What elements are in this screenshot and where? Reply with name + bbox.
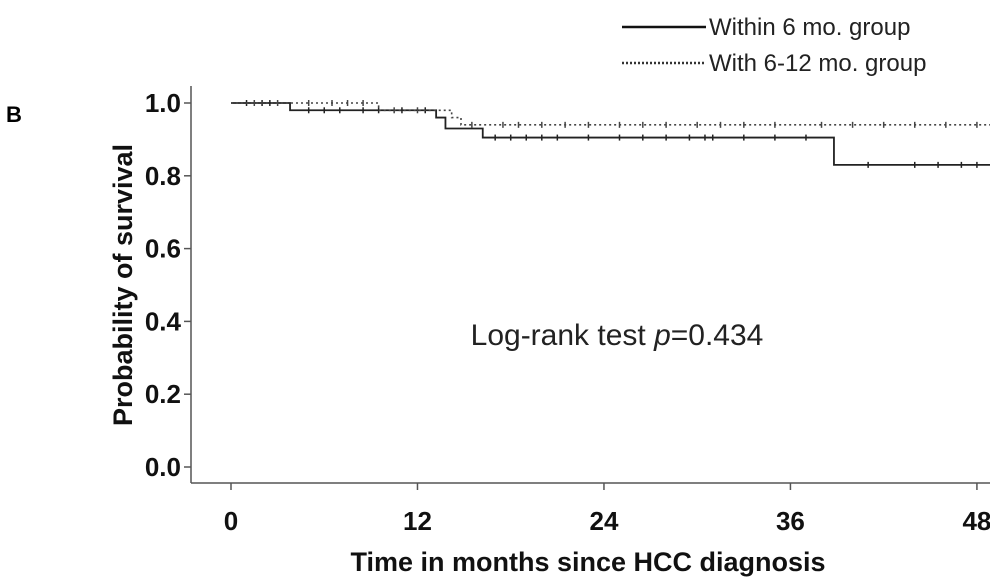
legend: Within 6 mo. group With 6-12 mo. group: [622, 14, 926, 77]
x-axis-title: Time in months since HCC diagnosis: [350, 547, 825, 577]
x-tick-label: 24: [589, 506, 618, 536]
x-tick-label: 0: [224, 506, 238, 536]
y-tick-label: 0.8: [145, 161, 181, 191]
annotation-p: p: [653, 319, 671, 352]
survival-curve: [231, 102, 990, 126]
annotation-suffix: =0.434: [671, 319, 764, 352]
x-tick-label: 48: [962, 506, 990, 536]
x-ticks: 0 12 24 36 48: [224, 483, 990, 536]
y-tick-label: 0.2: [145, 379, 181, 409]
y-tick-label: 0.6: [145, 234, 181, 264]
series-layer: [231, 100, 990, 168]
y-tick-label: 0.0: [145, 452, 181, 482]
log-rank-annotation: Log-rank test p=0.434: [471, 319, 764, 352]
y-ticks: 0.0 0.2 0.4 0.6 0.8 1.0: [145, 88, 191, 482]
y-axis-title: Probability of survival: [108, 144, 138, 426]
x-tick-label: 36: [776, 506, 805, 536]
panel-label: B: [6, 102, 22, 127]
annotation-prefix: Log-rank test: [471, 319, 654, 352]
series-with-6-12: [231, 100, 990, 128]
legend-label-within-6: Within 6 mo. group: [709, 14, 910, 41]
legend-label-6-12: With 6-12 mo. group: [709, 50, 926, 77]
survival-curve: [231, 102, 990, 166]
y-tick-label: 1.0: [145, 88, 181, 118]
series-within-6: [231, 100, 990, 168]
x-tick-label: 12: [403, 506, 432, 536]
y-tick-label: 0.4: [145, 306, 182, 336]
